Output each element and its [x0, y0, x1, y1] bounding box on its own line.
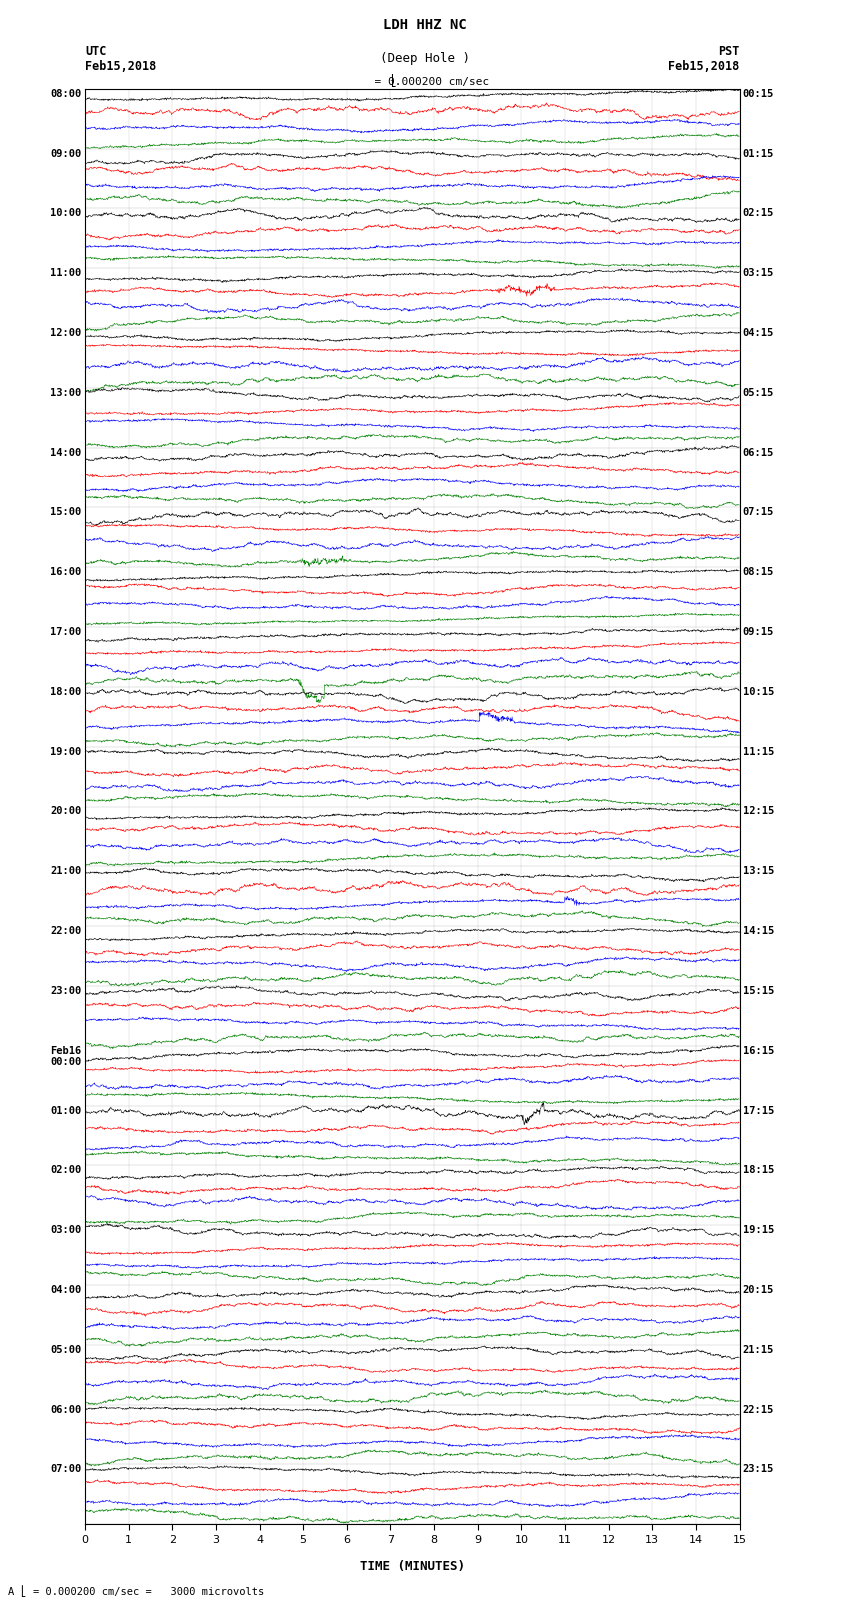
Text: 10:00: 10:00 [50, 208, 82, 218]
Text: 13:00: 13:00 [50, 387, 82, 398]
Text: 17:00: 17:00 [50, 627, 82, 637]
Text: 05:00: 05:00 [50, 1345, 82, 1355]
Text: 04:00: 04:00 [50, 1286, 82, 1295]
Text: 19:15: 19:15 [743, 1226, 774, 1236]
Text: Feb16
00:00: Feb16 00:00 [50, 1045, 82, 1068]
Text: 09:15: 09:15 [743, 627, 774, 637]
Text: 11:15: 11:15 [743, 747, 774, 756]
Text: 03:00: 03:00 [50, 1226, 82, 1236]
Text: 01:00: 01:00 [50, 1105, 82, 1116]
Text: ⎣: ⎣ [390, 74, 395, 87]
Text: 05:15: 05:15 [743, 387, 774, 398]
Text: 06:00: 06:00 [50, 1405, 82, 1415]
Text: LDH HHZ NC: LDH HHZ NC [383, 18, 467, 32]
Text: 12:00: 12:00 [50, 327, 82, 339]
Text: A ⎣ = 0.000200 cm/sec =   3000 microvolts: A ⎣ = 0.000200 cm/sec = 3000 microvolts [8, 1586, 264, 1597]
Text: 22:00: 22:00 [50, 926, 82, 936]
Text: 21:15: 21:15 [743, 1345, 774, 1355]
Text: 14:15: 14:15 [743, 926, 774, 936]
Text: 04:15: 04:15 [743, 327, 774, 339]
Text: 07:15: 07:15 [743, 508, 774, 518]
Text: 10:15: 10:15 [743, 687, 774, 697]
Text: 20:00: 20:00 [50, 806, 82, 816]
Text: 15:00: 15:00 [50, 508, 82, 518]
Text: 17:15: 17:15 [743, 1105, 774, 1116]
Text: = 0.000200 cm/sec: = 0.000200 cm/sec [361, 77, 489, 87]
Text: 09:00: 09:00 [50, 148, 82, 158]
Text: 08:00: 08:00 [50, 89, 82, 98]
Text: 16:00: 16:00 [50, 568, 82, 577]
Text: UTC
Feb15,2018: UTC Feb15,2018 [85, 45, 156, 73]
Text: 16:15: 16:15 [743, 1045, 774, 1057]
Text: 12:15: 12:15 [743, 806, 774, 816]
Text: (Deep Hole ): (Deep Hole ) [380, 52, 470, 65]
Text: 23:15: 23:15 [743, 1465, 774, 1474]
Text: 06:15: 06:15 [743, 448, 774, 458]
Text: 14:00: 14:00 [50, 448, 82, 458]
Text: 11:00: 11:00 [50, 268, 82, 277]
Text: PST
Feb15,2018: PST Feb15,2018 [668, 45, 740, 73]
Text: 21:00: 21:00 [50, 866, 82, 876]
Text: 22:15: 22:15 [743, 1405, 774, 1415]
X-axis label: TIME (MINUTES): TIME (MINUTES) [360, 1560, 465, 1573]
Text: 02:15: 02:15 [743, 208, 774, 218]
Text: 02:00: 02:00 [50, 1165, 82, 1176]
Text: 18:15: 18:15 [743, 1165, 774, 1176]
Text: 08:15: 08:15 [743, 568, 774, 577]
Text: 15:15: 15:15 [743, 986, 774, 995]
Text: 07:00: 07:00 [50, 1465, 82, 1474]
Text: 19:00: 19:00 [50, 747, 82, 756]
Text: 20:15: 20:15 [743, 1286, 774, 1295]
Text: 23:00: 23:00 [50, 986, 82, 995]
Text: 18:00: 18:00 [50, 687, 82, 697]
Text: 13:15: 13:15 [743, 866, 774, 876]
Text: 01:15: 01:15 [743, 148, 774, 158]
Text: 00:15: 00:15 [743, 89, 774, 98]
Text: 03:15: 03:15 [743, 268, 774, 277]
